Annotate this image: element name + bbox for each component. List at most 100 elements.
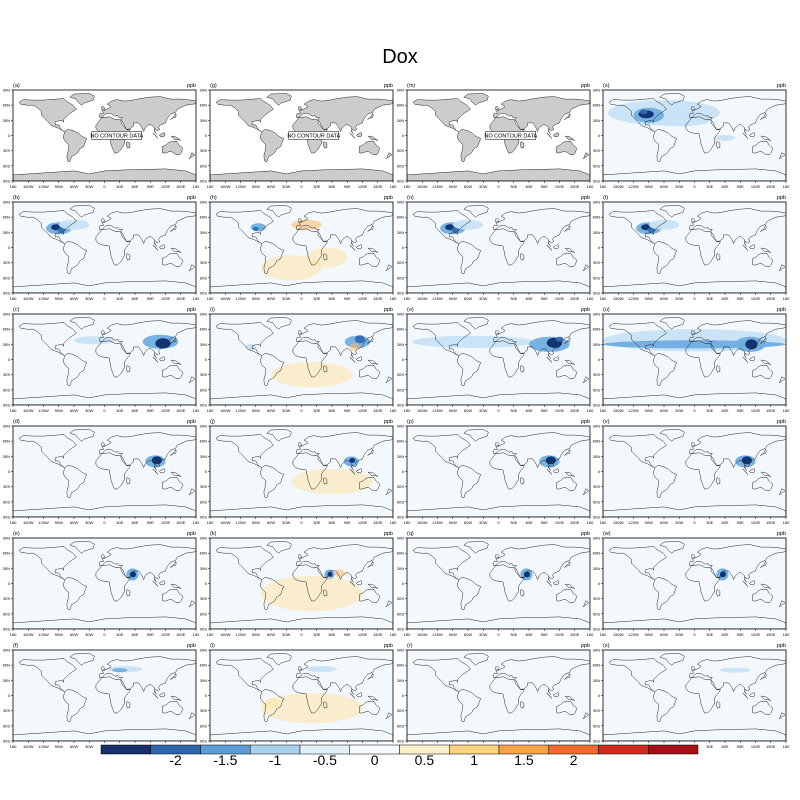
lon-tick-label: 90W bbox=[55, 296, 63, 301]
coastline bbox=[356, 468, 363, 474]
panel-unit: ppb bbox=[384, 195, 393, 201]
coastline bbox=[685, 116, 721, 154]
lon-tick-label: 120W bbox=[432, 296, 443, 301]
panel-unit: ppb bbox=[581, 643, 590, 649]
lat-tick-label: 30S bbox=[397, 708, 404, 713]
coastline bbox=[564, 560, 571, 568]
lon-tick-label: 90E bbox=[541, 632, 548, 637]
coastline bbox=[266, 541, 292, 554]
lon-tick-label: 60W bbox=[267, 520, 275, 525]
lat-tick-label: 0 bbox=[598, 469, 601, 474]
lon-tick-label: 180 bbox=[390, 184, 397, 189]
panel-label: (p) bbox=[407, 419, 414, 425]
lat-tick-label: 60N bbox=[200, 439, 207, 444]
lon-tick-label: 180 bbox=[390, 408, 397, 413]
coastline bbox=[359, 364, 380, 379]
coastline bbox=[608, 98, 667, 132]
coastline bbox=[359, 140, 380, 155]
lon-tick-label: 90E bbox=[147, 184, 154, 189]
lat-tick-label: 60S bbox=[397, 275, 404, 280]
lat-tick-label: 90N bbox=[593, 312, 600, 317]
lon-tick-label: 150E bbox=[570, 296, 580, 301]
lat-tick-label: 60N bbox=[200, 327, 207, 332]
coastline bbox=[653, 577, 678, 611]
coastline bbox=[162, 252, 183, 267]
colorbar bbox=[100, 744, 699, 755]
coastline bbox=[412, 434, 471, 468]
lon-tick-label: 150E bbox=[176, 184, 186, 189]
coastline bbox=[489, 452, 525, 490]
lon-tick-label: 180 bbox=[783, 408, 790, 413]
coastline bbox=[564, 247, 575, 253]
coastline bbox=[691, 553, 696, 559]
ocean-background bbox=[603, 426, 786, 517]
lon-tick-label: 90W bbox=[449, 632, 457, 637]
lat-tick-label: 90S bbox=[397, 179, 404, 184]
anomaly-region bbox=[354, 335, 366, 344]
coastline bbox=[463, 205, 489, 218]
lat-tick-label: 60N bbox=[3, 663, 10, 668]
lat-tick-label: 0 bbox=[205, 581, 208, 586]
ocean-background bbox=[603, 650, 786, 741]
coastline bbox=[323, 477, 328, 485]
panel-unit: ppb bbox=[384, 531, 393, 537]
coastline bbox=[99, 208, 196, 247]
lat-tick-label: 60N bbox=[3, 215, 10, 220]
lon-tick-label: 30E bbox=[313, 520, 320, 525]
lon-tick-label: 150E bbox=[373, 632, 383, 637]
lat-tick-label: 90N bbox=[200, 312, 207, 317]
coastline bbox=[653, 465, 678, 499]
lat-tick-label: 30S bbox=[200, 484, 207, 489]
lat-tick-label: 0 bbox=[598, 133, 601, 138]
lon-tick-label: 120W bbox=[628, 184, 639, 189]
lon-tick-label: 150E bbox=[176, 632, 186, 637]
coastline bbox=[356, 356, 363, 362]
panel-unit: ppb bbox=[187, 531, 196, 537]
lon-tick-label: 30E bbox=[510, 296, 517, 301]
lon-tick-label: 90E bbox=[147, 296, 154, 301]
coastline bbox=[608, 322, 667, 356]
lon-tick-label: 0 bbox=[693, 632, 696, 637]
anomaly-region bbox=[58, 219, 90, 230]
coastline bbox=[297, 329, 303, 335]
lat-tick-label: 90S bbox=[200, 179, 207, 184]
coastline bbox=[215, 210, 274, 244]
lon-tick-label: 30W bbox=[282, 408, 290, 413]
coastline bbox=[716, 365, 721, 373]
coastline bbox=[407, 728, 590, 741]
lat-tick-label: 0 bbox=[8, 245, 11, 250]
panel-unit: ppb bbox=[384, 643, 393, 649]
anomaly-region bbox=[252, 226, 259, 231]
lat-tick-label: 60N bbox=[593, 327, 600, 332]
anomaly-region bbox=[451, 227, 460, 233]
lon-tick-label: 60W bbox=[70, 408, 78, 413]
coastline bbox=[101, 105, 106, 111]
coastline bbox=[367, 336, 374, 344]
lon-tick-label: 90W bbox=[55, 408, 63, 413]
lon-tick-label: 90W bbox=[645, 296, 653, 301]
panel-label: (s) bbox=[603, 83, 610, 89]
coastline bbox=[546, 468, 553, 475]
coastline bbox=[367, 672, 374, 680]
ocean-background bbox=[407, 426, 590, 517]
panel-unit: ppb bbox=[187, 307, 196, 313]
lat-tick-label: 60S bbox=[397, 387, 404, 392]
coastline bbox=[210, 168, 393, 181]
coastline bbox=[749, 244, 756, 250]
lon-tick-label: 0 bbox=[497, 296, 500, 301]
lon-tick-label: 180 bbox=[587, 296, 594, 301]
coastline bbox=[778, 600, 786, 608]
coastline bbox=[564, 359, 575, 365]
coastline bbox=[691, 329, 696, 335]
coastline bbox=[385, 152, 393, 160]
coastline bbox=[494, 329, 500, 335]
lat-tick-label: 30N bbox=[3, 118, 10, 123]
lon-tick-label: 0 bbox=[693, 408, 696, 413]
coastline bbox=[18, 322, 77, 356]
lon-tick-label: 120W bbox=[235, 408, 246, 413]
lon-tick-label: 150W bbox=[613, 408, 624, 413]
